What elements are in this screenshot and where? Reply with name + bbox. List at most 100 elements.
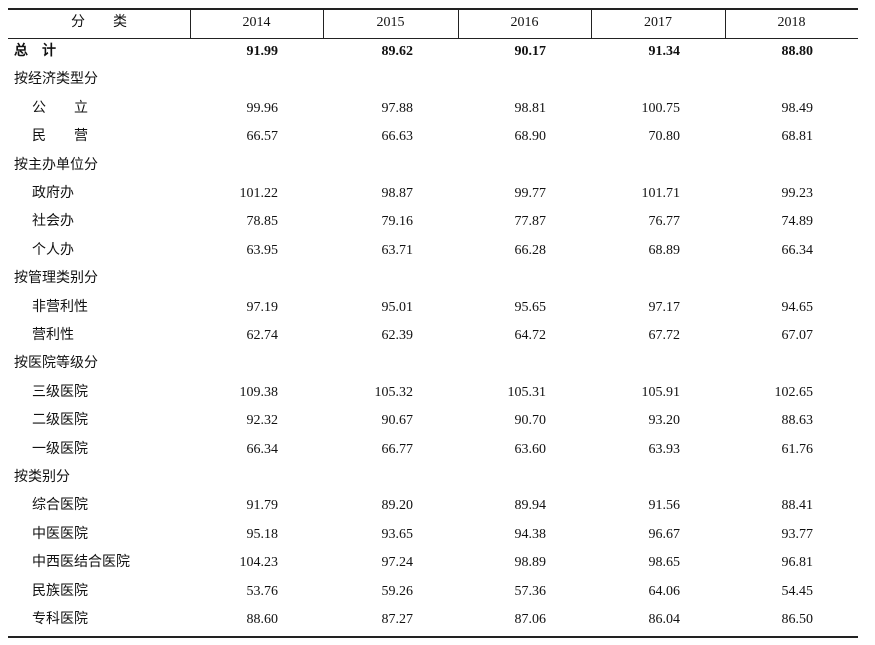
value-cell: 105.91 (641, 384, 681, 400)
value-cell: 59.26 (381, 583, 414, 599)
value-cell: 66.34 (246, 441, 279, 457)
row-label: 个人办 (32, 242, 74, 258)
value-cell: 63.93 (648, 441, 681, 457)
header-divider (458, 8, 459, 38)
value-cell: 98.81 (514, 100, 547, 116)
header-cell: 2017 (644, 15, 672, 30)
header-cell: 2014 (242, 15, 271, 30)
value-cell: 68.89 (648, 242, 681, 258)
value-cell: 101.22 (239, 186, 279, 201)
value-cell: 70.80 (648, 129, 681, 145)
value-cell: 90.70 (514, 413, 547, 429)
value-cell: 94.38 (514, 526, 547, 542)
row-label: 按主办单位分 (14, 157, 98, 173)
header-cell: 2018 (777, 15, 806, 30)
value-cell: 97.17 (648, 299, 681, 315)
header-divider (725, 8, 726, 38)
value-cell: 64.06 (648, 583, 681, 599)
value-cell: 67.72 (648, 328, 681, 343)
value-cell: 61.76 (781, 441, 814, 457)
value-cell: 79.16 (381, 214, 414, 230)
row-label: 民 营 (32, 129, 88, 145)
value-cell: 53.76 (246, 583, 279, 599)
value-cell: 97.24 (381, 555, 414, 571)
value-cell: 88.80 (781, 44, 814, 59)
row-label: 政府办 (32, 186, 74, 201)
value-cell: 76.77 (648, 214, 681, 230)
value-cell: 98.89 (514, 555, 547, 571)
row-label: 专科医院 (32, 612, 88, 627)
row-label: 民族医院 (32, 583, 88, 599)
value-cell: 93.77 (781, 526, 814, 542)
value-cell: 94.65 (781, 299, 814, 315)
value-cell: 92.32 (246, 413, 279, 429)
value-cell: 66.77 (381, 441, 414, 457)
header-cell: 分 类 (71, 15, 127, 30)
value-cell: 101.71 (641, 186, 681, 201)
header-divider (190, 8, 191, 38)
value-cell: 88.60 (246, 612, 279, 627)
value-cell: 98.65 (648, 555, 681, 571)
value-cell: 87.27 (381, 612, 414, 627)
value-cell: 90.67 (381, 413, 414, 429)
value-cell: 88.63 (781, 413, 814, 429)
value-cell: 99.77 (514, 186, 547, 201)
row-label: 二级医院 (32, 413, 88, 429)
row-label: 中西医结合医院 (32, 555, 130, 571)
value-cell: 63.95 (246, 242, 279, 258)
value-cell: 99.23 (781, 186, 814, 201)
value-cell: 74.89 (781, 214, 814, 230)
row-label: 按经济类型分 (14, 72, 98, 88)
value-cell: 86.50 (781, 612, 814, 627)
value-cell: 54.45 (781, 583, 814, 599)
value-cell: 95.65 (514, 299, 547, 315)
value-cell: 57.36 (514, 583, 547, 599)
value-cell: 93.20 (648, 413, 681, 429)
row-label: 按管理类别分 (14, 271, 98, 287)
row-label: 按医院等级分 (14, 356, 98, 372)
value-cell: 98.49 (781, 100, 814, 116)
header-cell: 2015 (376, 15, 405, 30)
value-cell: 90.17 (514, 44, 547, 59)
value-cell: 98.87 (381, 186, 414, 201)
value-cell: 64.72 (514, 328, 547, 343)
value-cell: 91.79 (246, 498, 279, 514)
bottom-rule (8, 636, 858, 638)
value-cell: 100.75 (641, 100, 681, 116)
row-label: 社会办 (32, 214, 74, 230)
value-cell: 105.32 (374, 384, 414, 400)
value-cell: 62.74 (246, 328, 279, 343)
value-cell: 86.04 (648, 612, 681, 627)
top-rule (8, 8, 858, 10)
value-cell: 96.67 (648, 526, 681, 542)
value-cell: 91.99 (246, 44, 279, 59)
row-label: 非营利性 (32, 299, 88, 315)
value-cell: 95.18 (246, 526, 279, 542)
header-rule (8, 38, 858, 39)
value-cell: 89.94 (514, 498, 547, 514)
value-cell: 104.23 (239, 555, 279, 571)
value-cell: 66.28 (514, 242, 547, 258)
value-cell: 66.63 (381, 129, 414, 145)
value-cell: 105.31 (507, 384, 547, 400)
header-divider (323, 8, 324, 38)
value-cell: 93.65 (381, 526, 414, 542)
row-label: 总 计 (14, 44, 56, 59)
value-cell: 89.20 (381, 498, 414, 514)
value-cell: 62.39 (381, 328, 414, 343)
row-label: 三级医院 (32, 384, 88, 400)
value-cell: 63.60 (514, 441, 547, 457)
value-cell: 77.87 (514, 214, 547, 230)
header-cell: 2016 (510, 15, 539, 30)
value-cell: 78.85 (246, 214, 279, 230)
row-label: 营利性 (32, 328, 74, 343)
value-cell: 63.71 (381, 242, 414, 258)
row-label: 一级医院 (32, 441, 88, 457)
value-cell: 99.96 (246, 100, 279, 116)
value-cell: 66.34 (781, 242, 814, 258)
value-cell: 68.81 (781, 129, 814, 145)
value-cell: 97.88 (381, 100, 414, 116)
value-cell: 96.81 (781, 555, 814, 571)
value-cell: 66.57 (246, 129, 279, 145)
